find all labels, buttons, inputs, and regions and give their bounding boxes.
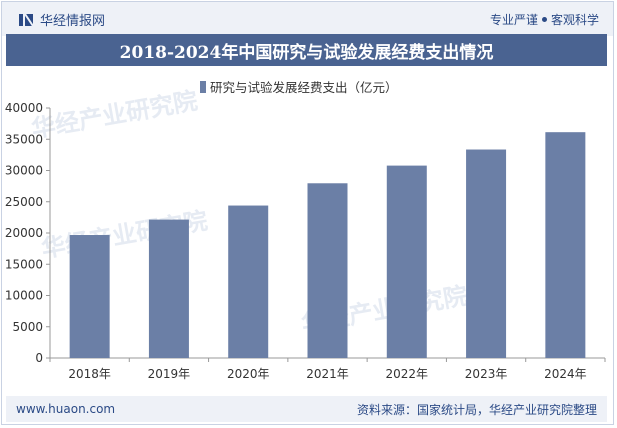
bar [228, 205, 269, 358]
slogan: 专业严谨 客观科学 [490, 11, 599, 28]
huajing-logo-icon [19, 12, 34, 27]
x-tick-label: 2023年 [465, 367, 508, 381]
y-tick-label: 15000 [5, 257, 43, 271]
slogan-b: 客观科学 [550, 13, 599, 27]
y-tick-label: 40000 [5, 101, 43, 115]
top-bar: 华经情报网 专业严谨 客观科学 [2, 2, 613, 36]
bar [148, 219, 189, 358]
chart-legend: 研究与试验发展经费支出（亿元） [200, 77, 398, 96]
bar [69, 235, 110, 358]
slogan-a: 专业严谨 [489, 13, 538, 27]
y-tick-label: 5000 [12, 320, 43, 334]
x-tick-label: 2021年 [306, 367, 349, 381]
x-tick-label: 2018年 [68, 367, 111, 381]
bullet-dot-icon [541, 17, 547, 22]
chart-title: 2018-2024年中国研究与试验发展经费支出情况 [6, 34, 607, 66]
legend-label: 研究与试验发展经费支出（亿元） [210, 80, 398, 95]
y-tick-label: 20000 [5, 226, 43, 240]
x-tick-label: 2024年 [544, 367, 587, 381]
y-tick-label: 0 [35, 351, 43, 365]
y-tick-label: 25000 [5, 195, 43, 209]
x-tick-label: 2020年 [227, 367, 270, 381]
footer: www.huaon.com 资料来源：国家统计局，华经产业研究院整理 [6, 396, 607, 422]
brand[interactable]: 华经情报网 [18, 10, 105, 29]
bar [386, 165, 427, 358]
bar [545, 132, 586, 358]
x-tick-label: 2022年 [386, 367, 429, 381]
x-tick-label: 2019年 [148, 367, 191, 381]
legend-swatch [200, 80, 206, 93]
brand-name: 华经情报网 [40, 14, 106, 29]
y-tick-label: 10000 [5, 289, 43, 303]
y-tick-label: 35000 [5, 132, 43, 146]
footer-url[interactable]: www.huaon.com [16, 402, 116, 416]
y-tick-label: 30000 [5, 164, 43, 178]
bar [307, 183, 348, 358]
bar [466, 149, 507, 358]
footer-source: 资料来源：国家统计局，华经产业研究院整理 [356, 402, 597, 417]
